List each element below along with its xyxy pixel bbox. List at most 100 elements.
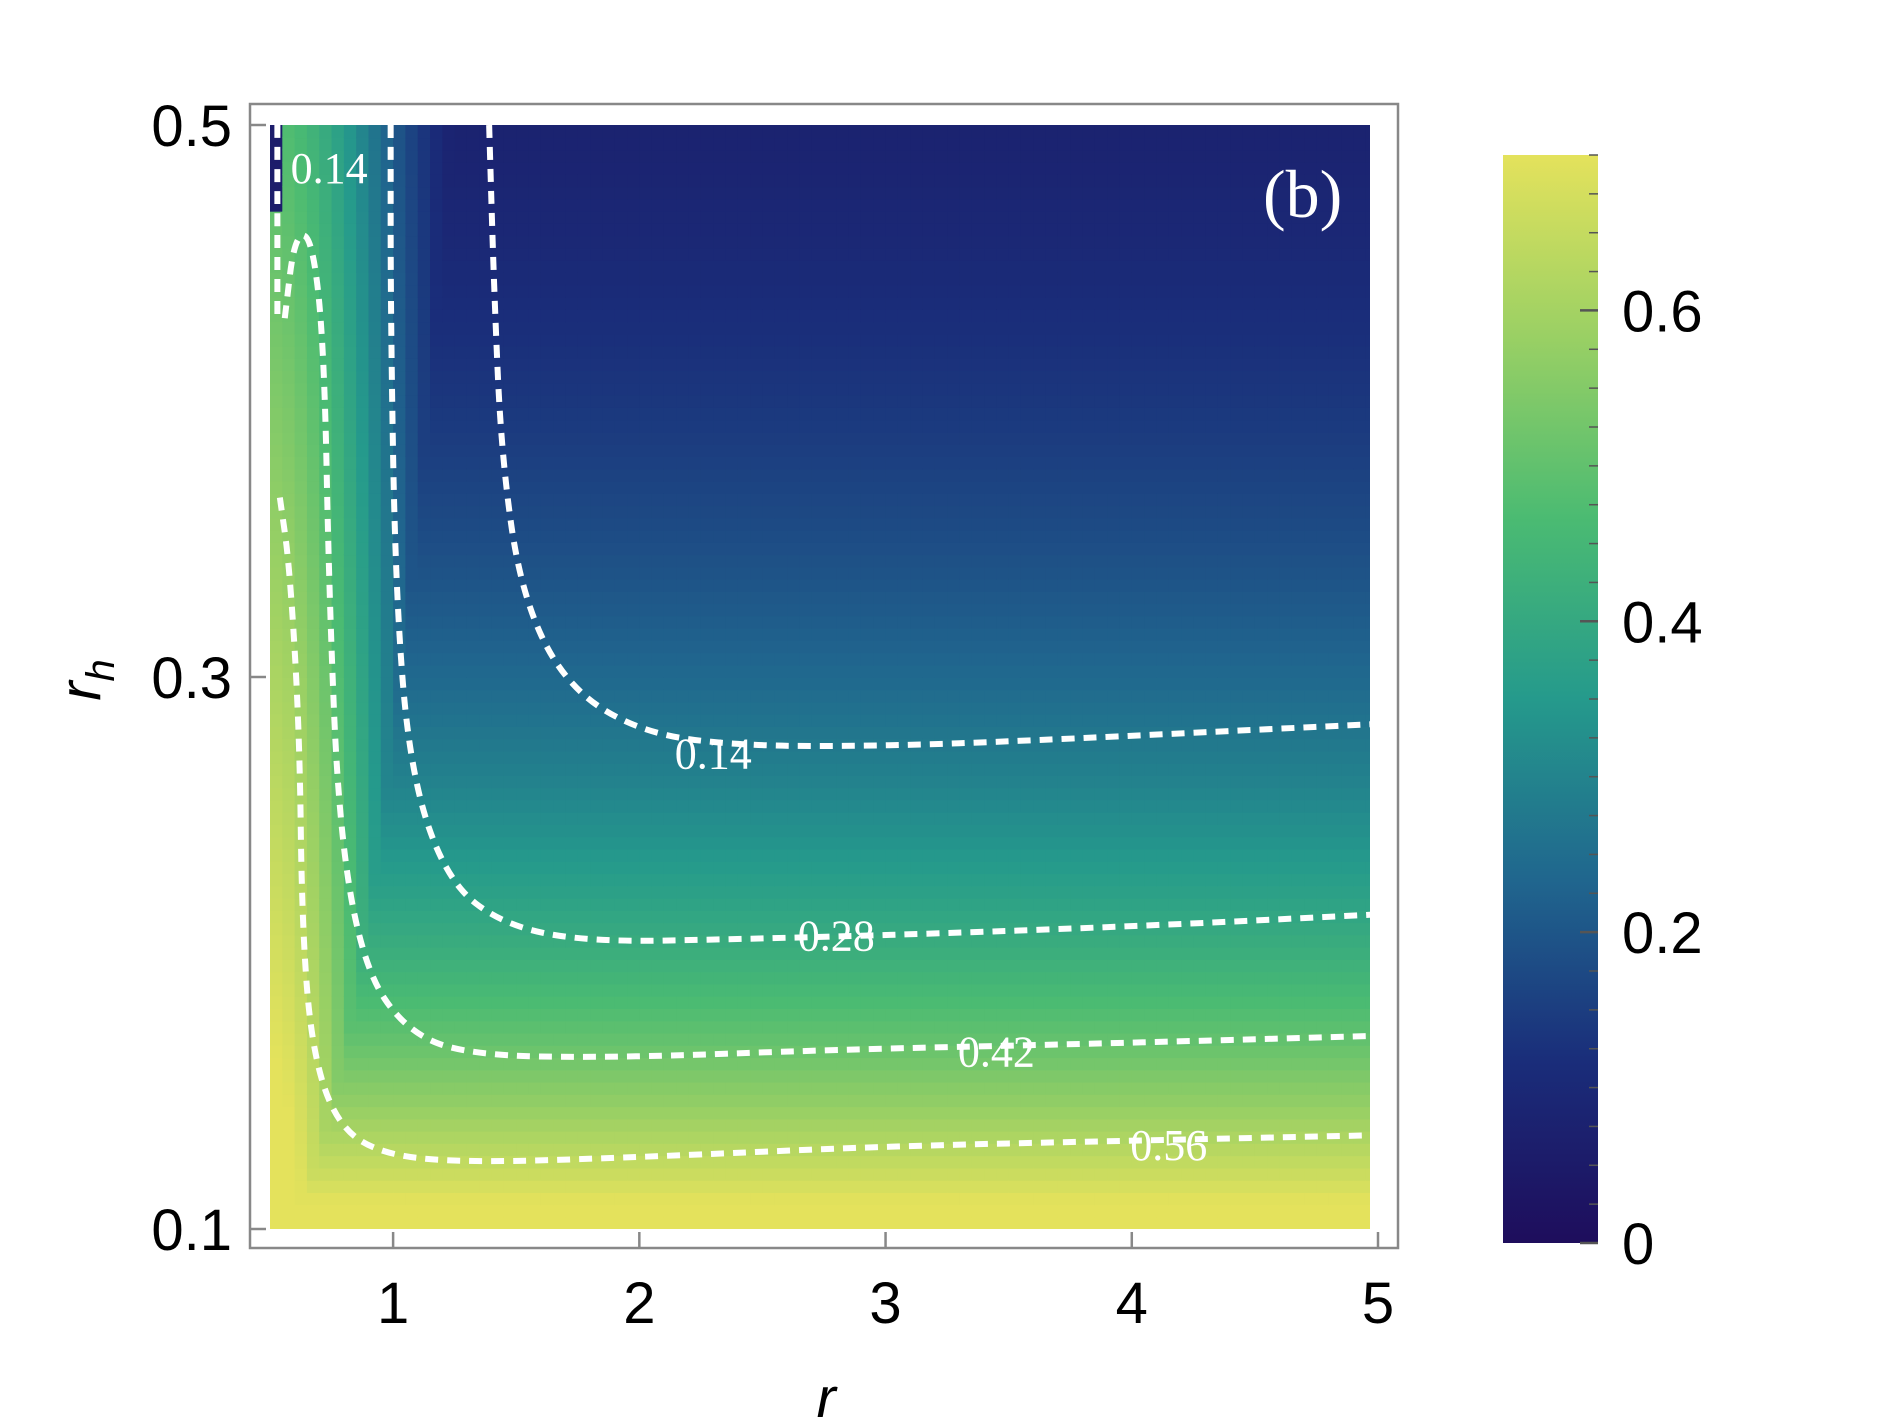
heatmap-cell [627, 591, 641, 605]
heatmap-cell [430, 468, 444, 482]
heatmap-cell [553, 701, 567, 715]
heatmap-cell [897, 468, 911, 482]
heatmap-cell [516, 811, 530, 825]
heatmap-cell [405, 983, 419, 997]
heatmap-cell [922, 247, 936, 261]
heatmap-cell [627, 1118, 641, 1132]
heatmap-cell [947, 983, 961, 997]
heatmap-cell [405, 1094, 419, 1108]
heatmap-cell [565, 738, 579, 752]
heatmap-cell [565, 959, 579, 973]
heatmap-cell [774, 566, 788, 580]
heatmap-cell [516, 517, 530, 531]
heatmap-cell [811, 284, 825, 298]
heatmap-cell [922, 1167, 936, 1181]
heatmap-cell [627, 1167, 641, 1181]
heatmap-cell [282, 419, 296, 433]
heatmap-cell [282, 186, 296, 200]
heatmap-cell [860, 897, 875, 911]
heatmap-cell [762, 775, 776, 789]
heatmap-cell [873, 1032, 887, 1046]
heatmap-cell [737, 578, 751, 592]
heatmap-cell [873, 1204, 887, 1218]
heatmap-cell [885, 1204, 899, 1218]
heatmap-cell [553, 824, 567, 838]
heatmap-cell [405, 566, 419, 580]
heatmap-cell [774, 1057, 788, 1071]
heatmap-cell [577, 1081, 591, 1095]
heatmap-cell [627, 1032, 641, 1046]
heatmap-cell [688, 174, 702, 188]
heatmap-cell [405, 591, 419, 605]
heatmap-cell [540, 210, 554, 224]
heatmap-cell [787, 677, 801, 691]
heatmap-cell [774, 529, 788, 543]
heatmap-cell [688, 848, 702, 862]
heatmap-cell [294, 1020, 308, 1034]
heatmap-cell [922, 664, 936, 678]
heatmap-cell [873, 640, 887, 654]
heatmap-cell [873, 358, 887, 372]
heatmap-cell [417, 394, 431, 408]
heatmap-cell [466, 370, 481, 384]
heatmap-cell [651, 1143, 665, 1157]
heatmap-cell [639, 836, 653, 850]
heatmap-cell [811, 296, 825, 310]
heatmap-cell [331, 897, 345, 911]
heatmap-cell [897, 1020, 911, 1034]
heatmap-cell [897, 210, 911, 224]
heatmap-cell [651, 370, 665, 384]
heatmap-cell [848, 370, 862, 384]
heatmap-cell [368, 664, 382, 678]
heatmap-cell [393, 762, 407, 776]
heatmap-cell [897, 1204, 911, 1218]
heatmap-cell [590, 210, 604, 224]
heatmap-cell [442, 1216, 456, 1229]
heatmap-cell [713, 394, 727, 408]
heatmap-cell [676, 983, 690, 997]
heatmap-cell [663, 125, 678, 139]
heatmap-cell [602, 1216, 616, 1229]
heatmap-cell [270, 382, 284, 396]
heatmap-cell [553, 1094, 567, 1108]
heatmap-cell [528, 382, 542, 396]
heatmap-cell [836, 799, 850, 813]
heatmap-cell [270, 1032, 284, 1046]
heatmap-cell [282, 235, 296, 249]
heatmap-cell [663, 370, 678, 384]
heatmap-cell [774, 1130, 788, 1144]
heatmap-cell [897, 419, 911, 433]
heatmap-cell [725, 493, 739, 507]
heatmap-cell [294, 1094, 308, 1108]
heatmap-cell [811, 210, 825, 224]
heatmap-cell [528, 1081, 542, 1095]
heatmap-cell [602, 836, 616, 850]
heatmap-cell [934, 775, 948, 789]
heatmap-cell [688, 897, 702, 911]
heatmap-cell [762, 358, 776, 372]
heatmap-cell [713, 1032, 727, 1046]
heatmap-cell [356, 223, 370, 237]
heatmap-cell [417, 554, 431, 568]
heatmap-cell [774, 493, 788, 507]
heatmap-cell [553, 1081, 567, 1095]
heatmap-cell [343, 186, 357, 200]
heatmap-cell [713, 284, 727, 298]
heatmap-cell [306, 775, 321, 789]
heatmap-cell [787, 836, 801, 850]
heatmap-cell [540, 1094, 554, 1108]
heatmap-cell [491, 137, 505, 151]
heatmap-cell [466, 824, 481, 838]
heatmap-cell [897, 885, 911, 899]
heatmap-cell [491, 787, 505, 801]
heatmap-cell [663, 971, 678, 985]
heatmap-cell [319, 198, 333, 212]
heatmap-cell [947, 762, 961, 776]
heatmap-cell [331, 296, 345, 310]
heatmap-cell [725, 615, 739, 629]
heatmap-cell [848, 750, 862, 764]
heatmap-cell [590, 995, 604, 1009]
heatmap-cell [466, 272, 481, 286]
heatmap-cell [454, 799, 468, 813]
heatmap-cell [639, 995, 653, 1009]
